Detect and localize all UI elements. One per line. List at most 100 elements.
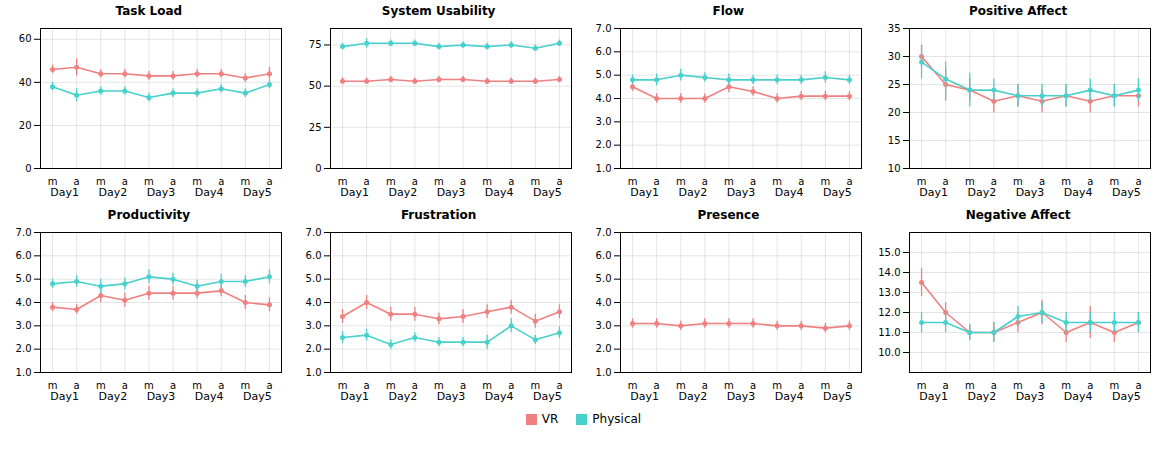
svg-text:Day5: Day5 — [243, 390, 272, 403]
svg-text:Day3: Day3 — [1016, 186, 1045, 199]
svg-text:m: m — [386, 176, 396, 187]
svg-text:25: 25 — [888, 79, 901, 90]
svg-text:a: a — [943, 176, 949, 187]
svg-text:Day2: Day2 — [388, 186, 417, 199]
svg-text:30: 30 — [888, 51, 901, 62]
svg-text:m: m — [482, 176, 492, 187]
svg-text:a: a — [846, 176, 852, 187]
svg-text:m: m — [1110, 176, 1120, 187]
svg-text:m: m — [675, 380, 685, 391]
svg-text:Day3: Day3 — [436, 390, 465, 403]
svg-text:Day2: Day2 — [98, 186, 127, 199]
svg-text:m: m — [1110, 380, 1120, 391]
svg-text:Day1: Day1 — [919, 186, 948, 199]
svg-text:a: a — [170, 380, 176, 391]
svg-text:10.0: 10.0 — [878, 347, 900, 358]
svg-text:a: a — [1136, 380, 1142, 391]
svg-text:m: m — [192, 380, 202, 391]
svg-text:6.0: 6.0 — [595, 250, 611, 261]
svg-text:m: m — [337, 380, 347, 391]
svg-text:3.0: 3.0 — [595, 320, 611, 331]
svg-text:a: a — [412, 176, 418, 187]
svg-text:a: a — [170, 176, 176, 187]
svg-text:20: 20 — [888, 107, 901, 118]
svg-text:m: m — [192, 176, 202, 187]
svg-text:m: m — [1062, 380, 1072, 391]
svg-text:m: m — [530, 380, 540, 391]
svg-text:Day2: Day2 — [98, 390, 127, 403]
svg-text:a: a — [556, 380, 562, 391]
svg-text:Day4: Day4 — [195, 390, 224, 403]
svg-text:Day3: Day3 — [726, 186, 755, 199]
svg-text:a: a — [1087, 176, 1093, 187]
svg-text:m: m — [240, 176, 250, 187]
svg-text:m: m — [820, 380, 830, 391]
svg-text:11.0: 11.0 — [878, 327, 900, 338]
svg-text:Day4: Day4 — [1064, 390, 1093, 403]
svg-text:m: m — [48, 380, 58, 391]
svg-text:m: m — [48, 176, 58, 187]
svg-text:m: m — [772, 176, 782, 187]
svg-text:m: m — [96, 380, 106, 391]
svg-text:1.0: 1.0 — [305, 367, 321, 378]
svg-text:4.0: 4.0 — [16, 297, 32, 308]
svg-text:2.0: 2.0 — [305, 343, 321, 354]
svg-text:Day1: Day1 — [50, 390, 79, 403]
svg-text:a: a — [460, 380, 466, 391]
svg-text:m: m — [724, 176, 734, 187]
svg-text:Day3: Day3 — [726, 390, 755, 403]
svg-text:a: a — [363, 380, 369, 391]
svg-text:Day1: Day1 — [630, 186, 659, 199]
svg-text:m: m — [144, 380, 154, 391]
svg-text:m: m — [96, 176, 106, 187]
svg-text:1.0: 1.0 — [595, 163, 611, 174]
svg-text:Day3: Day3 — [147, 390, 176, 403]
svg-text:a: a — [991, 380, 997, 391]
svg-text:m: m — [1013, 176, 1023, 187]
svg-text:5.0: 5.0 — [16, 273, 32, 284]
svg-text:15.0: 15.0 — [878, 247, 900, 258]
svg-text:5.0: 5.0 — [595, 69, 611, 80]
svg-text:a: a — [1136, 176, 1142, 187]
svg-text:10: 10 — [888, 163, 901, 174]
svg-text:5.0: 5.0 — [595, 273, 611, 284]
svg-text:Day1: Day1 — [919, 390, 948, 403]
svg-text:m: m — [772, 380, 782, 391]
svg-text:a: a — [74, 176, 80, 187]
svg-text:7.0: 7.0 — [595, 23, 611, 34]
svg-text:a: a — [1039, 176, 1045, 187]
svg-text:Day5: Day5 — [1112, 390, 1141, 403]
svg-text:14.0: 14.0 — [878, 267, 900, 278]
svg-text:Day4: Day4 — [774, 186, 803, 199]
svg-text:m: m — [240, 380, 250, 391]
svg-text:Day2: Day2 — [678, 390, 707, 403]
svg-text:25: 25 — [309, 122, 322, 133]
svg-text:Day4: Day4 — [485, 186, 514, 199]
svg-text:a: a — [1039, 380, 1045, 391]
svg-text:m: m — [530, 176, 540, 187]
svg-text:0: 0 — [25, 163, 31, 174]
svg-text:50: 50 — [309, 80, 322, 91]
svg-text:2.0: 2.0 — [595, 139, 611, 150]
svg-text:75: 75 — [309, 39, 322, 50]
svg-text:a: a — [943, 380, 949, 391]
svg-text:Day3: Day3 — [1016, 390, 1045, 403]
svg-text:2.0: 2.0 — [16, 343, 32, 354]
svg-text:Day5: Day5 — [823, 390, 852, 403]
svg-text:m: m — [434, 380, 444, 391]
svg-text:m: m — [675, 176, 685, 187]
svg-text:7.0: 7.0 — [305, 227, 321, 238]
svg-text:m: m — [627, 380, 637, 391]
svg-text:Day4: Day4 — [485, 390, 514, 403]
svg-text:Day2: Day2 — [678, 186, 707, 199]
svg-text:Day3: Day3 — [147, 186, 176, 199]
svg-text:Day5: Day5 — [1112, 186, 1141, 199]
svg-text:m: m — [1013, 380, 1023, 391]
svg-text:m: m — [627, 176, 637, 187]
svg-text:6.0: 6.0 — [595, 46, 611, 57]
svg-text:7.0: 7.0 — [16, 227, 32, 238]
svg-text:1.0: 1.0 — [16, 367, 32, 378]
svg-text:m: m — [724, 380, 734, 391]
svg-text:4.0: 4.0 — [595, 93, 611, 104]
svg-text:Day4: Day4 — [774, 390, 803, 403]
